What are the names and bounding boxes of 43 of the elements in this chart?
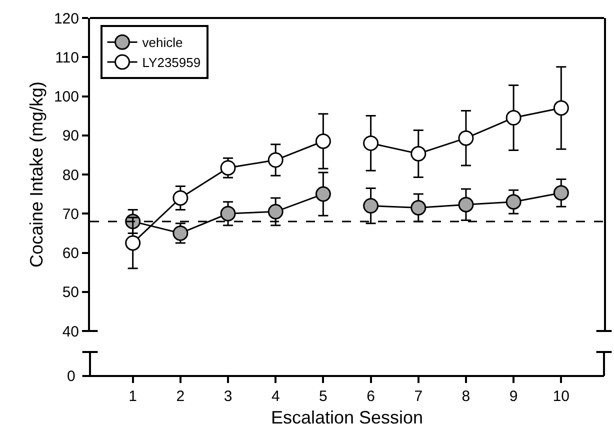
- y-tick-label: 40: [62, 323, 79, 340]
- point: [315, 133, 331, 149]
- x-tick-label: 5: [319, 388, 328, 405]
- point: [125, 235, 141, 251]
- point: [220, 206, 236, 222]
- x-tick-label: 1: [128, 388, 137, 405]
- point: [506, 110, 522, 126]
- point: [506, 194, 522, 210]
- text: 0: [67, 368, 76, 385]
- legend-label: LY235959: [142, 55, 201, 70]
- point: [172, 190, 188, 206]
- x-tick-label: 7: [414, 388, 423, 405]
- point: [220, 160, 236, 176]
- point: [268, 204, 284, 220]
- y-tick-label: 90: [62, 128, 79, 145]
- y-tick-label: 50: [62, 284, 79, 302]
- point: [268, 152, 284, 168]
- x-tick-label: 6: [366, 388, 375, 405]
- x-axis-title: Escalation Session: [270, 408, 424, 428]
- y-tick-label: 60: [62, 245, 79, 262]
- y-tick-label: 70: [62, 206, 79, 223]
- point: [363, 198, 379, 214]
- legend-label: vehicle: [142, 35, 183, 50]
- x-tick-label: 3: [224, 388, 232, 405]
- point: [172, 225, 188, 241]
- point: [410, 200, 426, 216]
- point: [458, 130, 474, 146]
- y-axis-title: Cocaine Intake (mg/kg): [26, 81, 47, 268]
- y-tick-label: 120: [54, 10, 79, 28]
- x-tick-label: 8: [462, 388, 470, 405]
- point: [553, 100, 569, 116]
- y-tick-label: 100: [54, 88, 79, 106]
- point: [410, 146, 426, 162]
- point: [553, 185, 569, 201]
- point: [363, 135, 379, 151]
- x-tick-label: 4: [271, 388, 280, 405]
- point: [458, 196, 474, 212]
- y-tick-label: 80: [62, 166, 79, 184]
- x-tick-label: 2: [176, 388, 185, 405]
- x-tick-label: 10: [552, 388, 570, 405]
- x-tick-label: 9: [509, 388, 518, 405]
- y-tick-label: 110: [55, 49, 79, 66]
- point: [315, 186, 331, 202]
